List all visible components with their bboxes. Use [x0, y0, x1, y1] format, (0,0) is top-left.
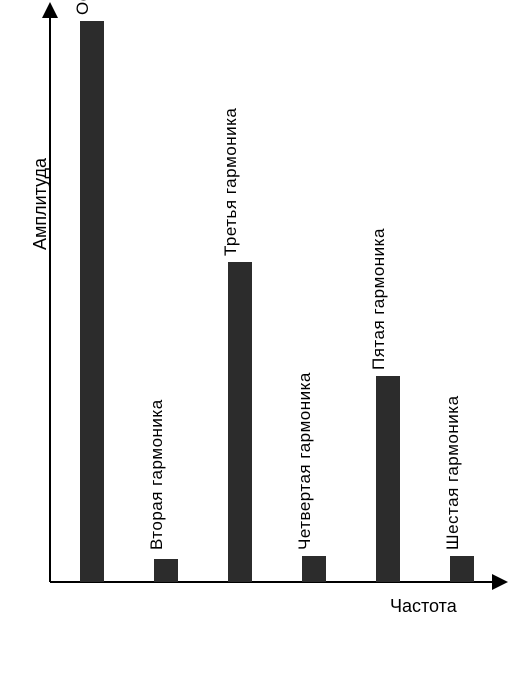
bar — [228, 262, 252, 582]
bar-label: Вторая гармоника — [147, 399, 167, 550]
x-axis-label: Частота — [390, 596, 457, 617]
bar — [80, 21, 104, 582]
bar-label: Четвертая гармоника — [295, 372, 315, 550]
bar — [376, 376, 400, 582]
bar-label: Шестая гармоника — [443, 395, 463, 550]
bar-label: Третья гармоника — [221, 107, 241, 255]
bar — [302, 556, 326, 582]
bar — [450, 556, 474, 582]
harmonics-chart: Амплитуда Частота Основной тонВторая гар… — [0, 0, 513, 676]
y-axis-label: Амплитуда — [30, 158, 51, 250]
plot-area: Основной тонВторая гармоникаТретья гармо… — [50, 10, 500, 582]
bar-label: Основной тон — [73, 0, 93, 15]
bar-label: Пятая гармоника — [369, 228, 389, 370]
bar — [154, 559, 178, 582]
